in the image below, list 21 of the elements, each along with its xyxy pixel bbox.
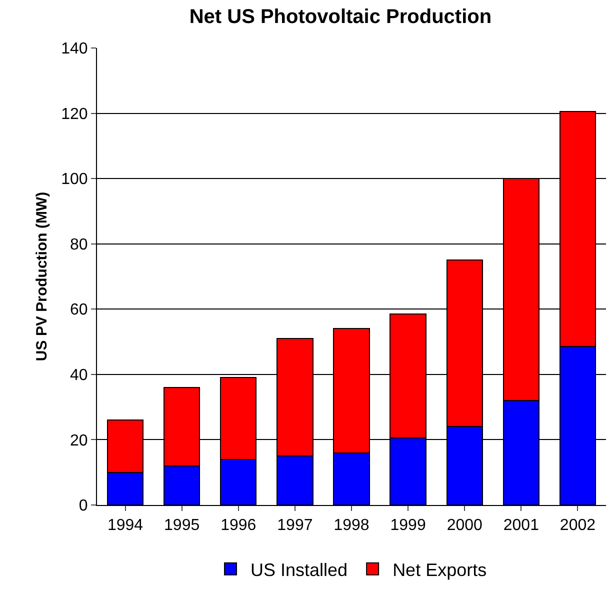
y-tick-label: 140 xyxy=(61,40,88,58)
x-tick-label: 2000 xyxy=(446,517,483,534)
y-tick-label: 20 xyxy=(70,432,88,450)
x-tick-label: 1998 xyxy=(334,517,370,534)
x-tick-label: 1997 xyxy=(277,517,313,534)
x-tick-label: 1994 xyxy=(107,517,144,534)
x-tick-label: 2002 xyxy=(560,517,596,534)
x-tick-label: 2001 xyxy=(503,517,540,534)
y-tick-label: 60 xyxy=(70,302,88,319)
y-tick-label: 100 xyxy=(61,171,88,188)
x-tick-label: 1999 xyxy=(390,517,426,534)
y-tick-label: 120 xyxy=(61,106,88,123)
y-axis-title: US PV Production (MW) xyxy=(33,192,50,362)
y-tick-label: 80 xyxy=(70,236,88,254)
y-tick-label: 0 xyxy=(78,498,88,515)
y-tick-label: 40 xyxy=(70,367,88,384)
x-tick-label: 1995 xyxy=(164,517,200,534)
legend-label: Net Exports xyxy=(392,560,487,580)
legend-label: US Installed xyxy=(250,560,348,580)
chart-title: Net US Photovoltaic Production xyxy=(189,6,492,28)
x-tick-label: 1996 xyxy=(220,517,256,534)
